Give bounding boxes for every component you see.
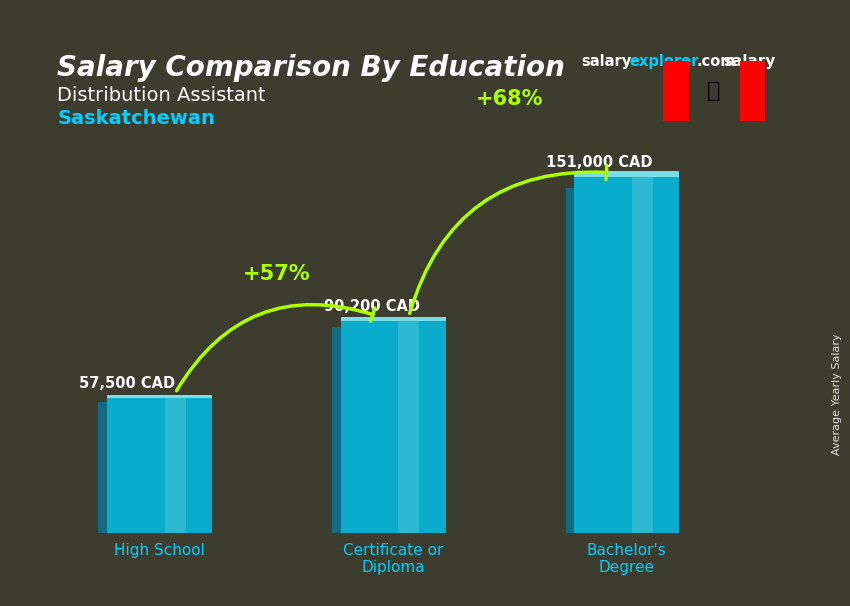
FancyBboxPatch shape (332, 327, 341, 533)
Text: Salary Comparison By Education: Salary Comparison By Education (58, 54, 565, 82)
Bar (740, 61, 765, 121)
FancyBboxPatch shape (341, 317, 445, 321)
Text: Average Yearly Salary: Average Yearly Salary (832, 333, 842, 454)
FancyBboxPatch shape (107, 395, 212, 398)
Text: 🍁: 🍁 (707, 81, 721, 101)
FancyBboxPatch shape (566, 188, 575, 533)
Text: +57%: +57% (242, 264, 310, 284)
FancyBboxPatch shape (575, 178, 679, 533)
FancyBboxPatch shape (107, 398, 212, 533)
Text: salary: salary (581, 54, 632, 69)
Text: salary: salary (723, 54, 775, 69)
FancyBboxPatch shape (341, 321, 445, 533)
Text: 57,500 CAD: 57,500 CAD (79, 376, 175, 391)
FancyBboxPatch shape (632, 178, 653, 533)
Text: 151,000 CAD: 151,000 CAD (547, 155, 653, 170)
Text: .com: .com (697, 54, 736, 69)
Text: +68%: +68% (476, 89, 544, 109)
Text: explorer: explorer (630, 54, 699, 69)
Text: Distribution Assistant: Distribution Assistant (58, 86, 266, 105)
Bar (663, 61, 688, 121)
FancyBboxPatch shape (99, 402, 107, 533)
FancyBboxPatch shape (399, 321, 419, 533)
Text: Saskatchewan: Saskatchewan (58, 109, 215, 128)
FancyBboxPatch shape (575, 171, 679, 178)
Text: 90,200 CAD: 90,200 CAD (324, 299, 420, 314)
FancyBboxPatch shape (165, 398, 185, 533)
